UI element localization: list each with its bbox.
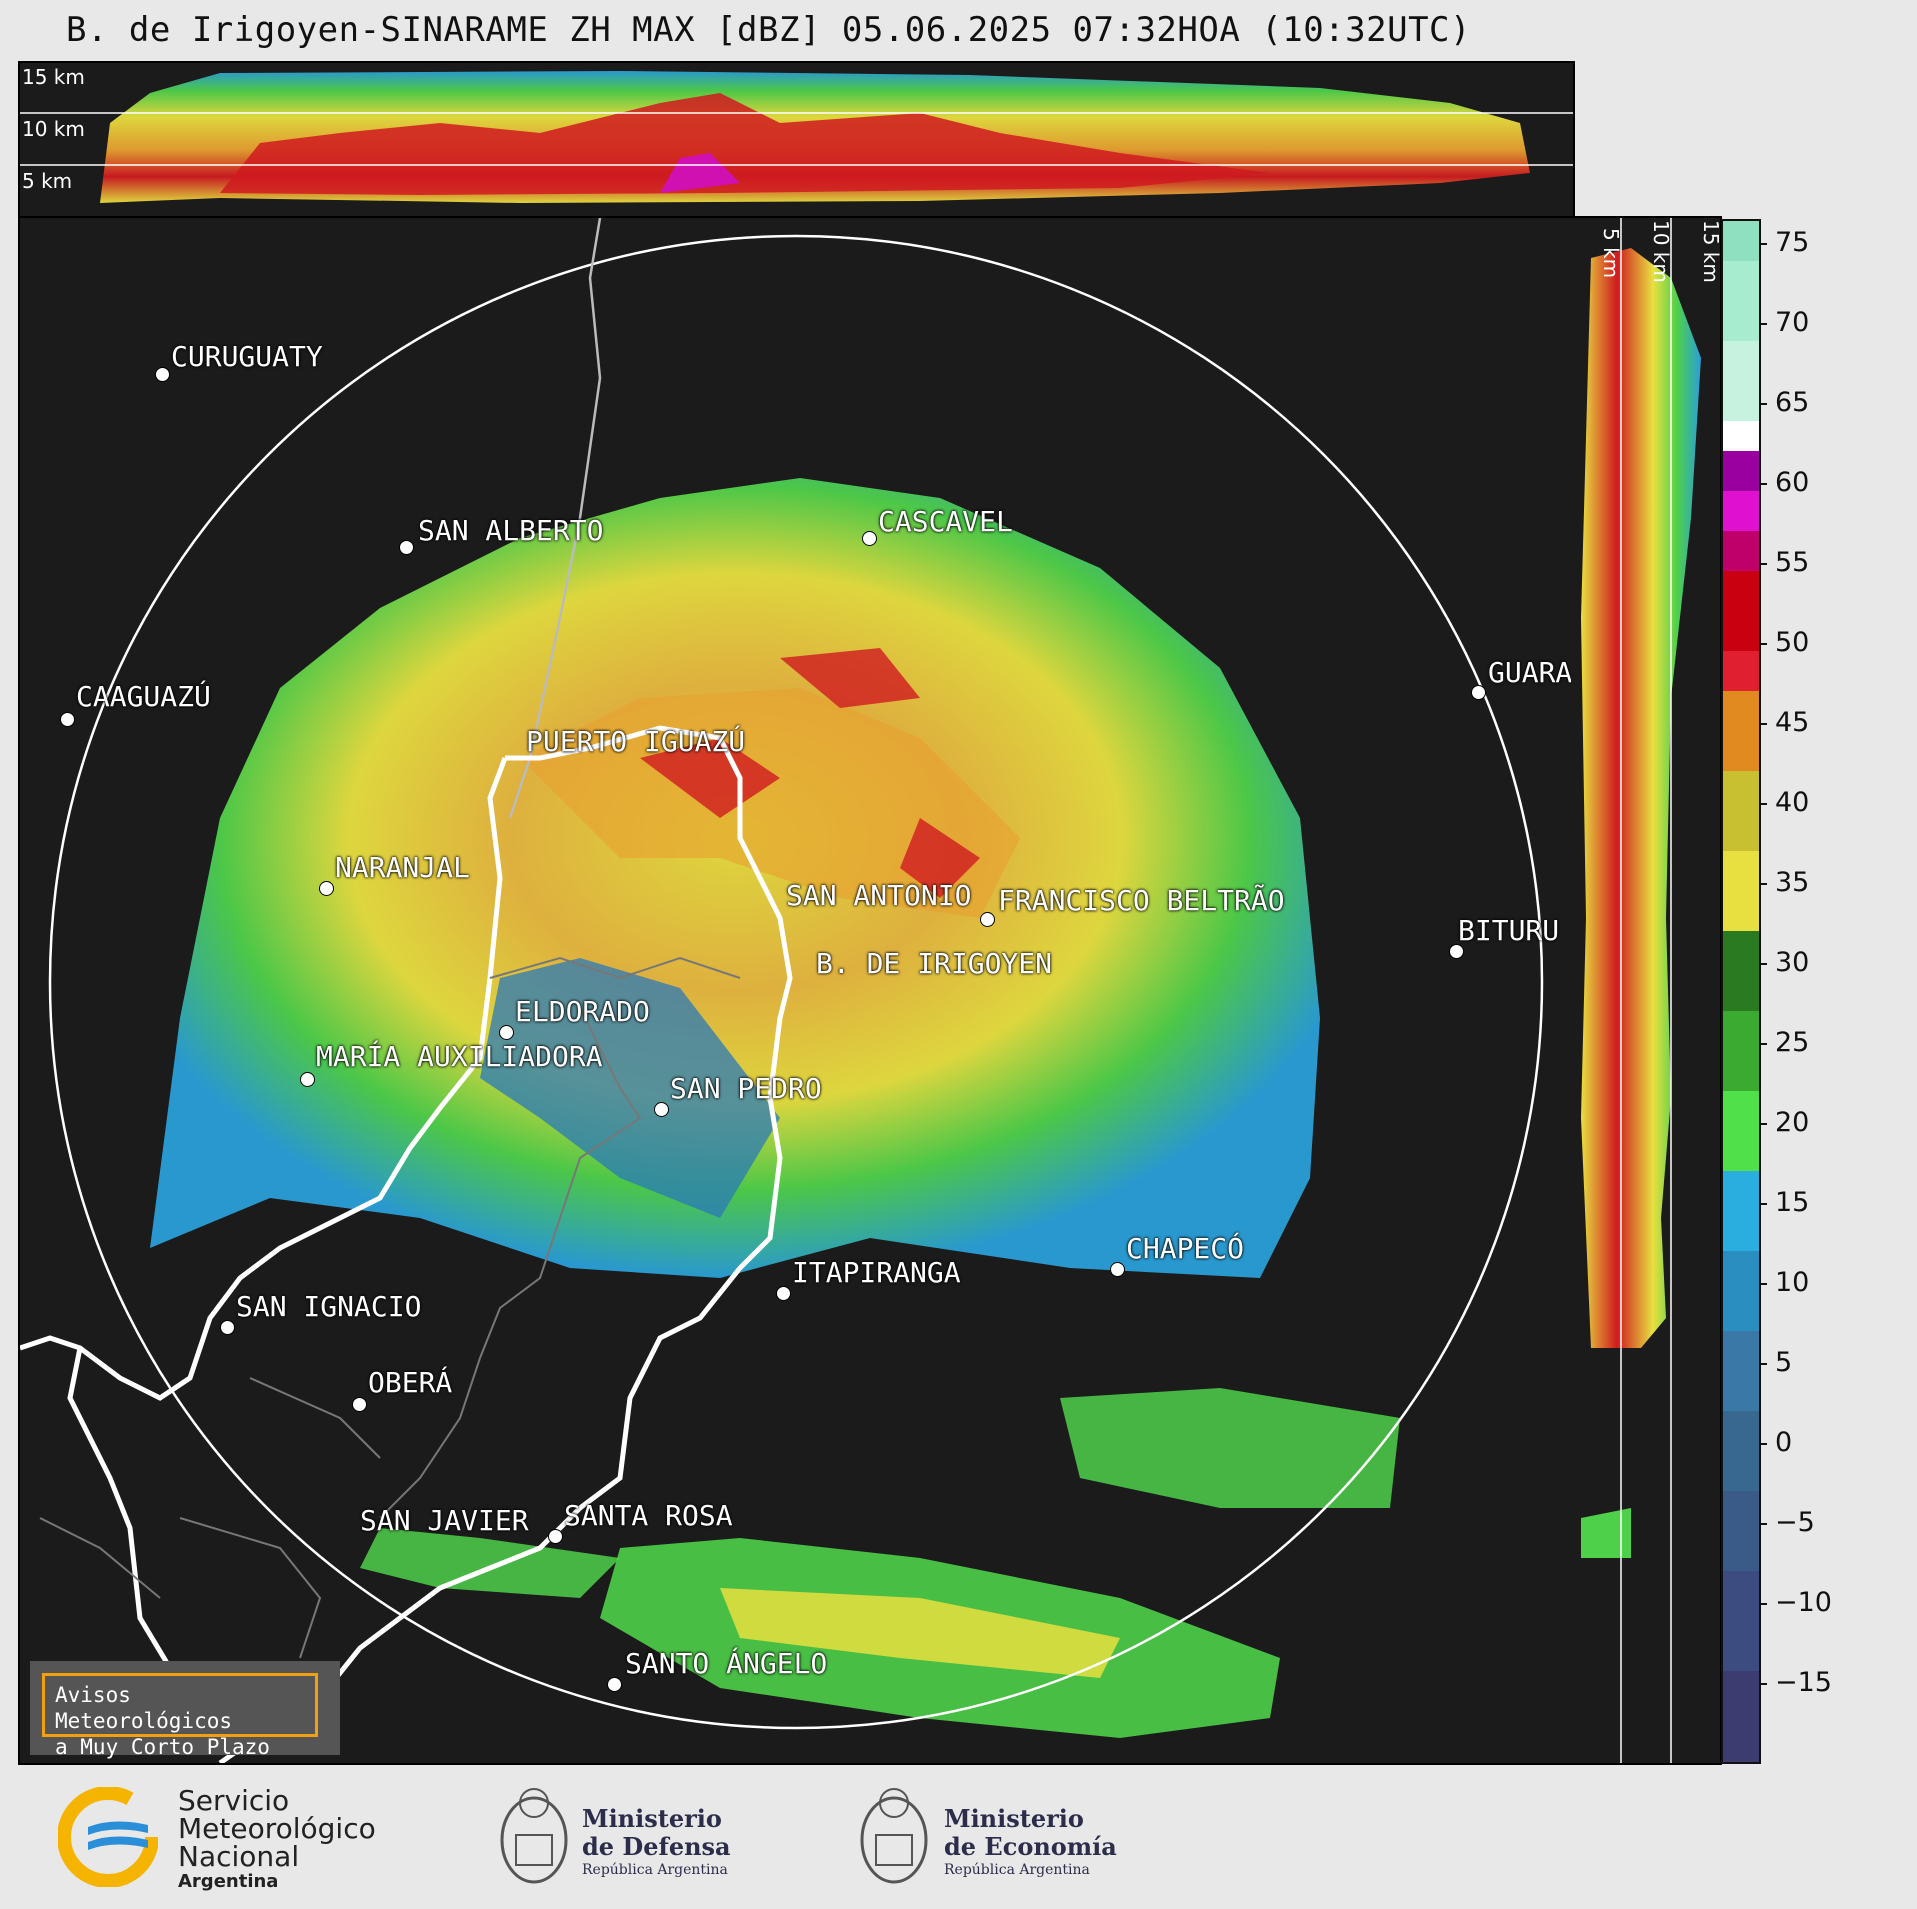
city-dot-chapeco [1110,1262,1125,1277]
city-label-naranjal: NARANJAL [335,851,470,884]
top-label-15km: 15 km [22,65,85,89]
footer: Servicio Meteorológico Nacional Argentin… [0,1765,1917,1909]
economia-line3: República Argentina [944,1862,1090,1878]
colorbar-tick-55: 55 [1759,547,1809,578]
city-label-cascavel: CASCAVEL [878,505,1013,538]
economia-line2: de Economía [944,1832,1117,1861]
economia-line1: Ministerio [944,1804,1084,1833]
colorbar-tick-25: 25 [1759,1027,1809,1058]
smn-logo-text: Servicio Meteorológico Nacional Argentin… [178,1787,376,1893]
colorbar-tick-15: 15 [1759,1187,1809,1218]
colorbar-tick-0: 0 [1759,1427,1792,1458]
radar-map-panel: CURUGUATY SAN ALBERTO CASCAVEL CAAGUAZÚ … [18,216,1575,1765]
colorbar-tick-70: 70 [1759,307,1809,338]
economia-seal-icon [860,1788,928,1884]
warning-line2: a Muy Corto Plazo [55,1735,270,1759]
top-label-10km: 10 km [22,117,85,141]
city-dot-guara [1471,685,1486,700]
side-cross-section-panel: 5 km 10 km 15 km [1571,216,1722,1765]
radar-map-svg [20,218,1544,1763]
defensa-seal-icon [500,1788,568,1884]
warning-box-inner: Avisos Meteorológicos a Muy Corto Plazo [42,1673,318,1759]
top-cross-section-svg [20,71,1573,203]
city-dot-santa-rosa [548,1529,563,1544]
colorbar-tick-minus15: −15 [1759,1667,1832,1698]
colorbar-tick-60: 60 [1759,467,1809,498]
city-dot-cascavel [862,531,877,546]
city-label-b-de-irigoyen: B. DE IRIGOYEN [816,947,1053,980]
colorbar-tick-45: 45 [1759,707,1809,738]
city-dot-itapiranga [776,1286,791,1301]
side-label-15km: 15 km [1699,220,1722,283]
colorbar-tick-75: 75 [1759,227,1809,258]
city-label-guara: GUARA [1488,656,1573,689]
city-label-chapeco: CHAPECÓ [1126,1232,1245,1265]
city-label-san-javier: SAN JAVIER [360,1504,529,1537]
side-cross-section-svg [1581,218,1701,1763]
city-dot-eldorado [499,1025,514,1040]
chart-title: B. de Irigoyen-SINARAME ZH MAX [dBZ] 05.… [66,10,1471,50]
smn-line3: Nacional [178,1840,300,1873]
city-dot-obera [352,1397,367,1412]
city-label-itapiranga: ITAPIRANGA [792,1256,961,1289]
colorbar-tick-minus5: −5 [1759,1507,1815,1538]
warning-box: Avisos Meteorológicos a Muy Corto Plazo [30,1661,340,1759]
colorbar-tick-20: 20 [1759,1107,1809,1138]
economia-logo-text: Ministerio de Economía República Argenti… [944,1805,1117,1879]
colorbar-tick-5: 5 [1759,1347,1792,1378]
colorbar-svg [1723,221,1759,1762]
city-label-eldorado: ELDORADO [515,995,650,1028]
colorbar-tick-10: 10 [1759,1267,1809,1298]
city-label-maria-auxiliadora: MARÍA AUXILIADORA [316,1040,603,1073]
colorbar-tick-50: 50 [1759,627,1809,658]
city-label-san-ignacio: SAN IGNACIO [236,1290,422,1323]
side-label-10km: 10 km [1649,220,1673,283]
city-dot-maria-auxiliadora [300,1072,315,1087]
city-dot-santo-angelo [607,1677,622,1692]
city-label-bituru: BITURU [1458,914,1560,947]
city-label-santa-rosa: SANTA ROSA [564,1499,733,1532]
defensa-line2: de Defensa [582,1832,731,1861]
city-dot-caaguazu [60,712,75,727]
defensa-line3: República Argentina [582,1862,728,1878]
city-label-san-pedro: SAN PEDRO [670,1072,822,1105]
defensa-line1: Ministerio [582,1804,722,1833]
side-label-5km: 5 km [1599,228,1623,279]
city-label-curuguaty: CURUGUATY [171,340,323,373]
city-dot-curuguaty [155,367,170,382]
city-label-san-antonio: SAN ANTONIO [786,879,972,912]
city-label-obera: OBERÁ [368,1366,453,1399]
smn-line1: Servicio [178,1784,290,1817]
city-label-san-alberto: SAN ALBERTO [418,514,604,547]
colorbar-tick-30: 30 [1759,947,1809,978]
top-label-5km: 5 km [22,169,73,193]
city-label-francisco-beltrao: FRANCISCO BELTRÃO [998,884,1285,917]
defensa-logo-text: Ministerio de Defensa República Argentin… [582,1805,731,1879]
city-dot-naranjal [319,881,334,896]
city-dot-bituru [1449,944,1464,959]
smn-logo-icon [58,1787,158,1887]
colorbar-tick-40: 40 [1759,787,1809,818]
colorbar-tick-65: 65 [1759,387,1809,418]
top-cross-section-panel: 15 km 10 km 5 km [18,61,1575,220]
colorbar-tick-35: 35 [1759,867,1809,898]
smn-line4: Argentina [178,1871,279,1892]
city-dot-francisco-beltrao [980,912,995,927]
city-label-santo-angelo: SANTO ÁNGELO [625,1647,828,1680]
colorbar-tick-minus10: −10 [1759,1587,1832,1618]
city-dot-san-alberto [399,540,414,555]
city-dot-san-pedro [654,1102,669,1117]
colorbar [1721,219,1761,1764]
warning-line1: Avisos Meteorológicos [55,1683,233,1733]
city-dot-san-ignacio [220,1320,235,1335]
smn-line2: Meteorológico [178,1812,376,1845]
city-label-puerto-iguazu: PUERTO IGUAZÚ [526,725,746,758]
city-label-caaguazu: CAAGUAZÚ [76,680,211,713]
